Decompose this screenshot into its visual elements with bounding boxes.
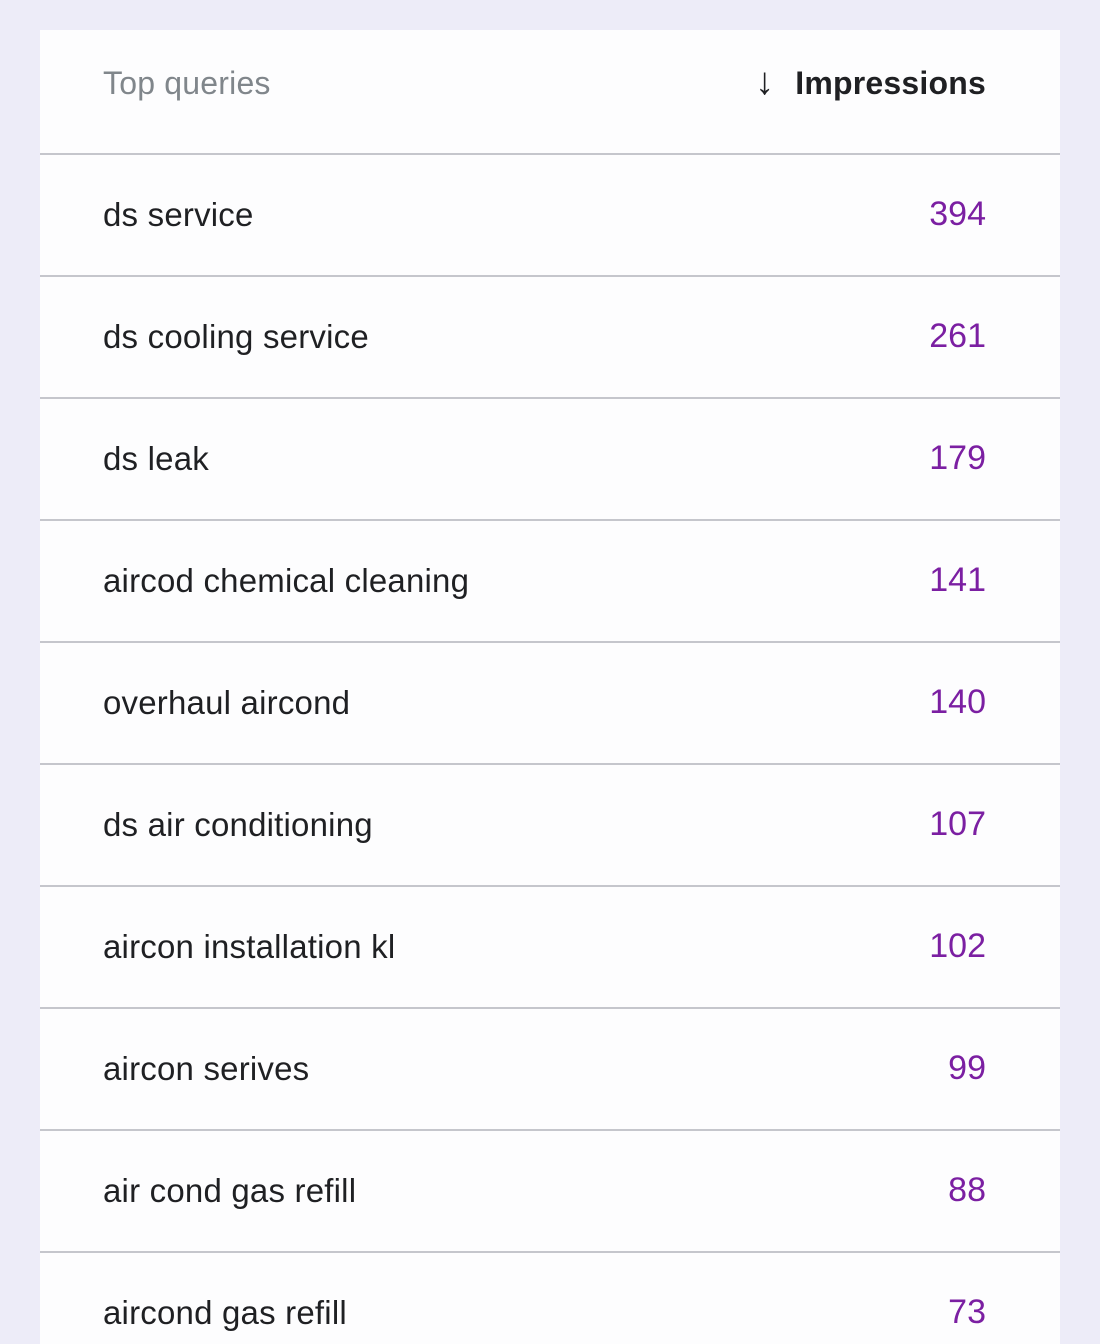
impressions-cell: 107 [929,805,986,844]
query-table-body: ds service 394 ds cooling service 261 ds… [40,153,1060,1344]
impressions-cell: 102 [929,927,986,966]
impressions-cell: 88 [948,1171,986,1210]
query-cell: aircon installation kl [103,927,396,965]
table-row[interactable]: ds service 394 [40,153,1060,275]
top-queries-card: Top queries ↓ Impressions ds service 394… [40,30,1060,1344]
query-cell: ds service [103,195,254,233]
table-header: Top queries ↓ Impressions [40,30,1060,153]
impressions-cell: 141 [929,561,986,600]
query-cell: aircond gas refill [103,1293,347,1331]
table-row[interactable]: aircon serives 99 [40,1007,1060,1129]
sort-descending-icon: ↓ [755,60,775,103]
table-row[interactable]: air cond gas refill 88 [40,1129,1060,1251]
top-queries-column-label: Top queries [103,65,271,101]
table-row[interactable]: ds air conditioning 107 [40,763,1060,885]
table-row[interactable]: ds leak 179 [40,397,1060,519]
query-cell: aircon serives [103,1049,310,1087]
impressions-cell: 394 [929,195,986,234]
table-row[interactable]: overhaul aircond 140 [40,641,1060,763]
table-row[interactable]: aircon installation kl 102 [40,885,1060,1007]
query-cell: ds cooling service [103,317,369,355]
table-row[interactable]: aircod chemical cleaning 141 [40,519,1060,641]
impressions-cell: 140 [929,683,986,722]
query-cell: ds air conditioning [103,805,373,843]
impressions-column-label: Impressions [795,65,986,101]
impressions-cell: 99 [948,1049,986,1088]
query-cell: air cond gas refill [103,1171,357,1209]
impressions-cell: 179 [929,439,986,478]
impressions-cell: 73 [948,1293,986,1332]
query-cell: aircod chemical cleaning [103,561,470,599]
impressions-cell: 261 [929,317,986,356]
table-row[interactable]: aircond gas refill 73 [40,1251,1060,1344]
impressions-sort-button[interactable]: ↓ Impressions [755,60,986,103]
query-cell: ds leak [103,439,209,477]
table-row[interactable]: ds cooling service 261 [40,275,1060,397]
query-cell: overhaul aircond [103,683,351,721]
